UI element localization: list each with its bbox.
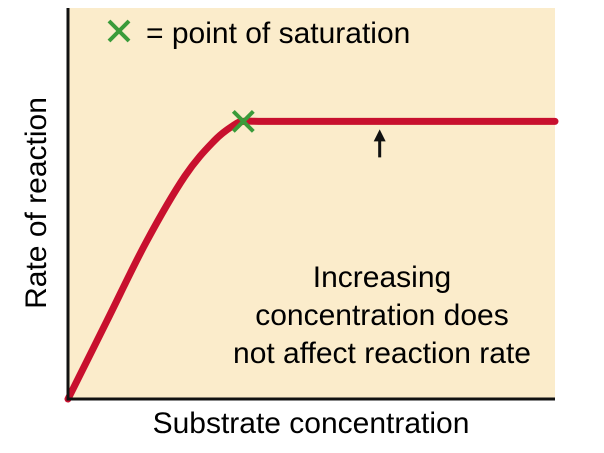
annotation-line-2: concentration does bbox=[255, 299, 509, 332]
annotation-line-1: Increasing bbox=[313, 261, 451, 294]
plot-marks bbox=[64, 109, 559, 403]
annotation: Increasing concentration does not affect… bbox=[233, 129, 531, 370]
legend-x-marker-icon bbox=[107, 19, 131, 43]
y-axis-label: Rate of reaction bbox=[20, 97, 53, 309]
plot-background bbox=[68, 8, 555, 399]
x-axis-label: Substrate concentration bbox=[153, 407, 470, 440]
annotation-arrow bbox=[373, 129, 386, 158]
legend-label: = point of saturation bbox=[146, 17, 410, 50]
legend: = point of saturation bbox=[107, 17, 410, 50]
legend-x-shape bbox=[107, 19, 131, 43]
saturation-point-marker bbox=[231, 109, 255, 133]
annotation-line-3: not affect reaction rate bbox=[233, 337, 531, 370]
